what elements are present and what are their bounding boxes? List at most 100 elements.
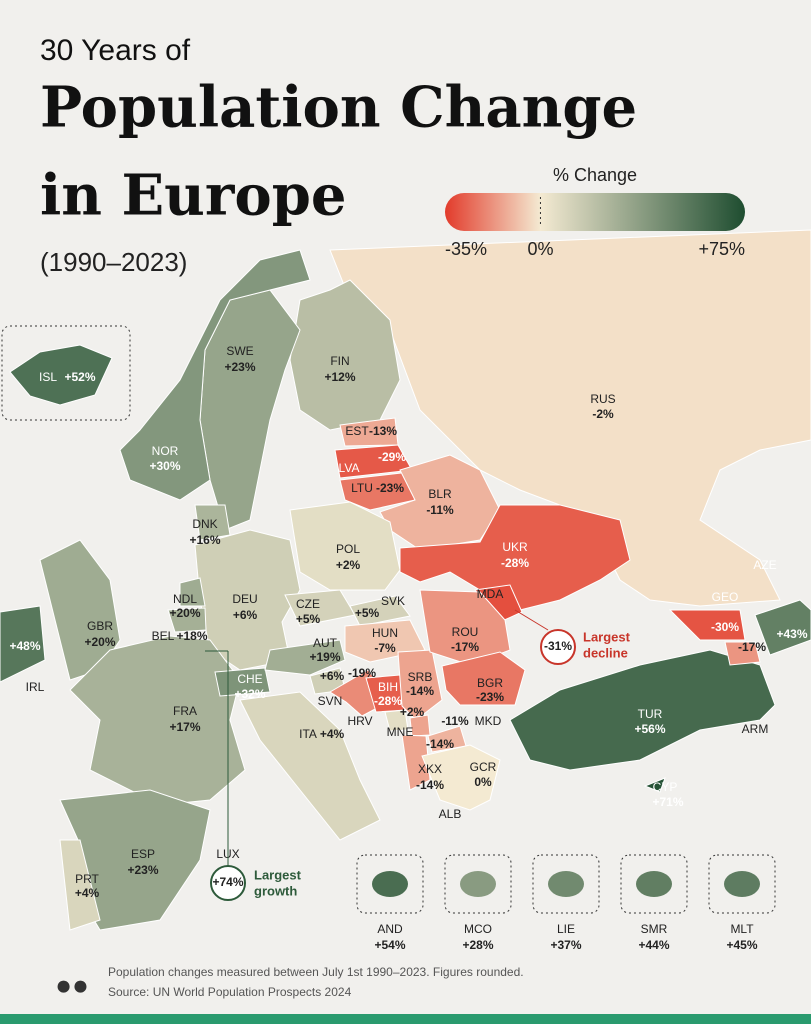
country-value: -30% — [711, 620, 739, 634]
country-value: +2% — [400, 705, 425, 719]
microstate — [460, 871, 496, 897]
country — [421, 744, 501, 811]
country-code: GCR — [470, 760, 497, 774]
country-code: MKD — [475, 714, 502, 728]
country-code: FIN — [330, 354, 349, 368]
country-value: +56% — [634, 722, 665, 736]
annotation: growth — [254, 883, 297, 898]
country-value: +20% — [169, 606, 200, 620]
inset-box — [708, 854, 776, 914]
country-value: -14% — [406, 684, 434, 698]
country-value: -13% — [369, 424, 397, 438]
country-value: -23% — [476, 690, 504, 704]
country-value: -31% — [544, 639, 572, 653]
title: Population Change — [40, 75, 637, 141]
country-value: -17% — [451, 640, 479, 654]
country-value: -11% — [426, 503, 454, 517]
country-code: XKX — [418, 762, 442, 776]
country-value: +23% — [127, 863, 158, 877]
country-code: MNE — [387, 725, 414, 739]
country-value: +5% — [355, 606, 380, 620]
country-code: BEL — [152, 629, 175, 643]
country-value: +12% — [324, 370, 355, 384]
country-code: IRL — [26, 680, 45, 694]
country — [0, 605, 46, 683]
country — [9, 344, 113, 406]
annotation: Largest — [254, 867, 302, 882]
country-value: +19% — [309, 650, 340, 664]
country-value: +48% — [9, 639, 40, 653]
country-value: +5% — [296, 612, 321, 626]
country — [289, 501, 401, 591]
country — [339, 471, 416, 511]
logo: ●● — [55, 969, 89, 1000]
country — [724, 641, 761, 666]
country — [329, 229, 811, 607]
country-value: +18% — [176, 629, 207, 643]
country — [179, 577, 206, 607]
country-value: -28% — [501, 556, 529, 570]
country-code: FRA — [173, 704, 197, 718]
country — [264, 639, 346, 676]
country-code: ESP — [131, 847, 155, 861]
country-code: DEU — [232, 592, 257, 606]
country-code: ROU — [452, 625, 479, 639]
country-code: HUN — [372, 626, 398, 640]
country — [668, 609, 746, 641]
title: in Europe — [40, 163, 347, 229]
country — [399, 504, 631, 611]
legend-tick-label: -35% — [445, 239, 487, 259]
country-value: -14% — [426, 737, 454, 751]
country-value: +52% — [64, 370, 95, 384]
bottom-bar — [0, 1014, 811, 1024]
country-value: -2% — [592, 407, 614, 421]
country-value: -23% — [376, 481, 404, 495]
legend-tick-label: 0% — [527, 239, 553, 259]
country-code: SVN — [318, 694, 343, 708]
country-value: 0% — [474, 775, 492, 789]
country-value: +6% — [320, 669, 345, 683]
country-code: PRT — [75, 872, 99, 886]
inset-box — [444, 854, 512, 914]
country-code: CYP — [653, 780, 678, 794]
country-value: +54% — [374, 938, 405, 952]
annotation: Largest — [583, 629, 631, 644]
footer-source: Source: UN World Population Prospects 20… — [108, 985, 352, 999]
country-code: ALB — [439, 807, 462, 821]
country-value: +23% — [224, 360, 255, 374]
country-value: +2% — [336, 558, 361, 572]
country — [167, 607, 207, 633]
country-value: +20% — [84, 635, 115, 649]
country-value: -17% — [738, 640, 766, 654]
microstate — [548, 871, 584, 897]
country-code: AZE — [753, 558, 776, 572]
country-value: +17% — [169, 720, 200, 734]
callout-circle — [540, 629, 576, 665]
country-code: ARM — [742, 722, 769, 736]
country-code: AUT — [313, 636, 338, 650]
country-value: -7% — [374, 641, 396, 655]
inset-box — [356, 854, 424, 914]
legend-bar — [445, 193, 745, 231]
country-value: -14% — [416, 778, 444, 792]
country-code: MDA — [477, 587, 504, 601]
country — [119, 249, 311, 501]
country-code: HRV — [347, 714, 372, 728]
country-value: +4% — [320, 727, 345, 741]
microstate — [724, 871, 760, 897]
country-code: AND — [377, 922, 403, 936]
country-code: SMR — [641, 922, 668, 936]
country-code: SRB — [408, 670, 433, 684]
country — [643, 777, 666, 793]
country-value: +16% — [189, 533, 220, 547]
annotation: decline — [583, 645, 628, 660]
country-code: DNK — [192, 517, 217, 531]
footer-note: Population changes measured between July… — [108, 965, 524, 979]
country-code: GEO — [712, 590, 739, 604]
legend-title: % Change — [553, 165, 637, 185]
callout-line — [514, 609, 549, 631]
country-code: LTU — [351, 481, 373, 495]
country — [289, 279, 401, 431]
country-code: EST — [345, 424, 369, 438]
country — [214, 667, 271, 697]
